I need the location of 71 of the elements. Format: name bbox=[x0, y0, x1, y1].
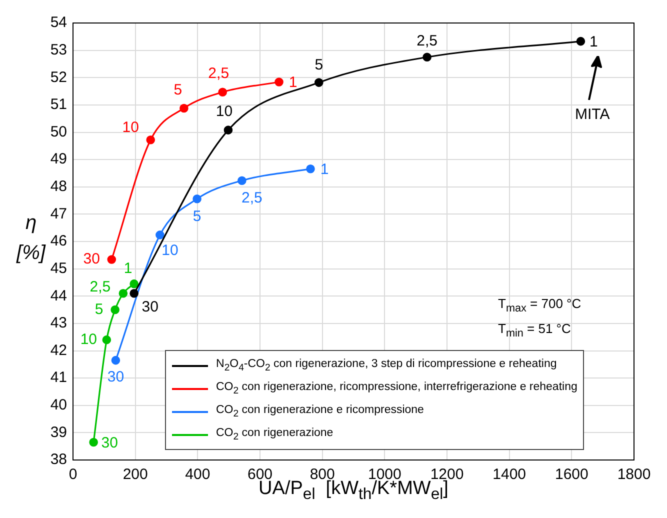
y-tick-label: 47 bbox=[50, 205, 67, 222]
point bbox=[180, 104, 188, 113]
point bbox=[218, 88, 227, 96]
annotation: 30 bbox=[83, 250, 100, 268]
point bbox=[156, 230, 164, 240]
legend-label: CO$_{2}$ con rigenerazione bbox=[216, 426, 334, 442]
annotation: 10 bbox=[216, 103, 233, 120]
y-tick-label: 39 bbox=[50, 424, 67, 441]
annotation: T$_{max}$ = 700 °C bbox=[498, 296, 582, 315]
annotation: 2,5 bbox=[241, 190, 262, 207]
y-tick-label: 54 bbox=[50, 14, 67, 32]
legend-label: CO$_{2}$ con rigenerazione e ricompressione bbox=[216, 404, 424, 420]
point bbox=[422, 52, 432, 62]
annotation: 2,5 bbox=[90, 278, 111, 296]
point bbox=[306, 164, 315, 174]
point bbox=[89, 438, 98, 447]
y-tick-label: 49 bbox=[50, 150, 67, 168]
y-tick-label: 41 bbox=[50, 369, 67, 386]
point bbox=[111, 356, 120, 365]
y-tick-label: 52 bbox=[50, 68, 67, 86]
point bbox=[224, 126, 233, 134]
point bbox=[130, 279, 138, 288]
annotation: 5 bbox=[192, 208, 202, 226]
y-tick-label: 48 bbox=[50, 178, 67, 196]
y-tick-label: 50 bbox=[50, 123, 67, 140]
y-tick-label: 45 bbox=[50, 260, 67, 277]
annotation: 1 bbox=[288, 74, 298, 92]
y-tick-label: 53 bbox=[50, 41, 67, 58]
point bbox=[110, 305, 120, 314]
legend-label: CO$_{2}$ con rigenerazione, ricompressione, interrefrigerazione e reheating bbox=[216, 380, 578, 396]
annotation: 1 bbox=[320, 160, 329, 178]
y-tick-label: 40 bbox=[50, 396, 67, 414]
annotation: 10 bbox=[162, 242, 178, 260]
annotation: 5 bbox=[174, 81, 182, 98]
x-tick-label: 200 bbox=[122, 466, 148, 484]
annotation: 30 bbox=[101, 434, 118, 452]
y-tick-label: 44 bbox=[50, 287, 67, 304]
y-tick-label: 42 bbox=[50, 342, 67, 359]
annotation: 2,5 bbox=[208, 65, 230, 82]
point bbox=[102, 335, 112, 344]
y-tick-label: 51 bbox=[50, 96, 67, 114]
y-axis-title: η [%] bbox=[16, 211, 46, 266]
y-tick-label: 43 bbox=[50, 314, 67, 332]
annotation: 10 bbox=[80, 330, 98, 348]
y-tick-label: 38 bbox=[50, 451, 67, 468]
x-tick-label: 1400 bbox=[492, 466, 526, 484]
annotation: 30 bbox=[142, 298, 158, 316]
x-tick-label: 0 bbox=[68, 466, 78, 484]
point bbox=[107, 255, 116, 264]
point bbox=[118, 288, 128, 298]
annotation: 30 bbox=[107, 368, 124, 386]
point bbox=[130, 288, 138, 298]
point bbox=[274, 78, 284, 86]
annotation: 10 bbox=[122, 119, 139, 136]
annotation: MITA bbox=[575, 106, 610, 123]
x-tick-label: 1800 bbox=[617, 466, 651, 484]
annotation: 1 bbox=[590, 33, 598, 50]
point bbox=[192, 194, 202, 204]
point bbox=[576, 36, 586, 46]
annotation: 5 bbox=[314, 56, 324, 74]
legend-label: N$_{2}$O$_{4}$-CO$_{2}$ con rigenerazione, 3 step di ricompressione e reheating bbox=[216, 358, 557, 374]
x-tick-label: 400 bbox=[185, 466, 210, 484]
y-tick-label: 46 bbox=[50, 232, 67, 250]
annotation: 5 bbox=[94, 300, 104, 318]
annotation: 1 bbox=[124, 260, 132, 277]
annotation: T$_{min}$ = 51 °C bbox=[498, 321, 571, 340]
point bbox=[314, 78, 324, 87]
annotation: 2,5 bbox=[416, 32, 438, 50]
point bbox=[146, 136, 156, 144]
point bbox=[238, 176, 246, 185]
x-tick-label: 1600 bbox=[554, 466, 588, 484]
